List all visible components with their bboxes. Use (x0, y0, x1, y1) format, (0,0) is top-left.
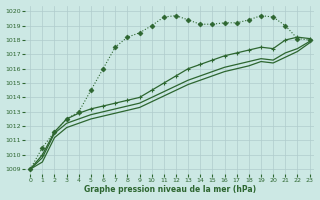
X-axis label: Graphe pression niveau de la mer (hPa): Graphe pression niveau de la mer (hPa) (84, 185, 256, 194)
